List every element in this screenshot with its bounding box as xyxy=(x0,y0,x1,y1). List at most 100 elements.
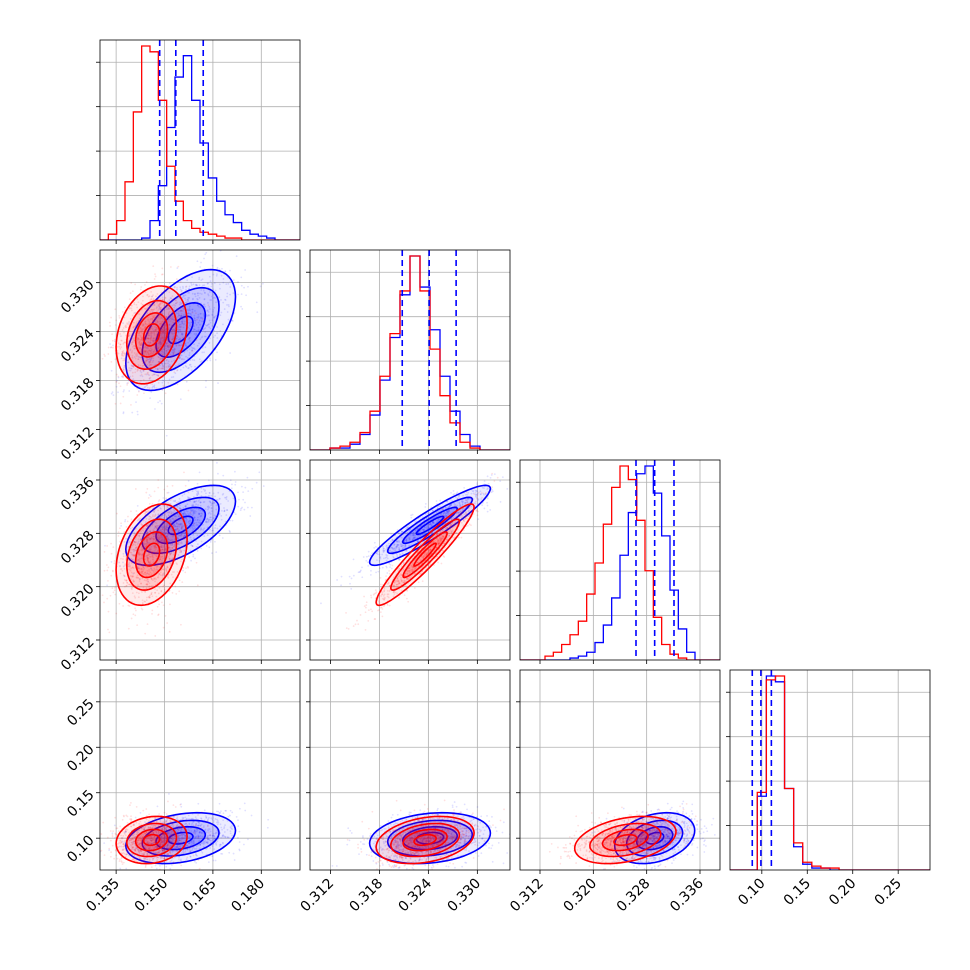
scatter-point xyxy=(433,513,435,516)
scatter-point xyxy=(148,304,151,307)
scatter-point xyxy=(400,580,403,582)
scatter-point xyxy=(385,559,388,562)
scatter-point xyxy=(144,528,147,530)
scatter-point xyxy=(152,550,155,553)
scatter-point xyxy=(227,500,230,502)
scatter-point xyxy=(139,568,142,570)
scatter-point xyxy=(379,557,382,560)
scatter-point xyxy=(455,531,458,534)
scatter-point xyxy=(149,376,152,379)
scatter-point xyxy=(138,534,141,537)
scatter-point xyxy=(162,341,164,344)
scatter-point xyxy=(148,549,151,551)
scatter-point xyxy=(169,540,172,542)
scatter-point xyxy=(426,525,428,528)
scatter-point xyxy=(156,552,158,555)
scatter-point xyxy=(158,535,160,537)
scatter-point xyxy=(214,524,217,527)
scatter-point xyxy=(400,531,403,533)
scatter-point xyxy=(157,576,160,579)
scatter-point xyxy=(164,514,167,516)
scatter-point xyxy=(196,284,198,287)
scatter-point xyxy=(184,297,186,300)
scatter-point xyxy=(150,332,153,335)
scatter-point xyxy=(150,352,152,355)
scatter-point xyxy=(175,340,177,343)
scatter-point xyxy=(150,290,153,293)
scatter-point xyxy=(386,603,389,605)
scatter-point xyxy=(427,512,429,515)
scatter-point xyxy=(173,348,176,351)
scatter-point xyxy=(185,517,187,519)
scatter-point xyxy=(165,526,168,529)
scatter-point xyxy=(106,584,109,587)
scatter-point xyxy=(448,523,451,526)
scatter-point xyxy=(146,572,149,574)
scatter-point xyxy=(146,578,149,581)
scatter-point xyxy=(176,506,179,508)
scatter-point xyxy=(206,518,209,520)
scatter-point xyxy=(211,527,214,530)
scatter-point xyxy=(465,493,467,496)
scatter-point xyxy=(375,591,378,594)
scatter-point xyxy=(137,389,140,392)
scatter-point xyxy=(166,535,168,538)
scatter-point xyxy=(399,573,402,576)
scatter-point xyxy=(521,466,523,468)
scatter-point xyxy=(499,480,502,483)
scatter-point xyxy=(371,552,374,555)
scatter-point xyxy=(137,559,140,561)
scatter-point xyxy=(191,508,194,511)
scatter-point xyxy=(162,531,165,534)
scatter-point xyxy=(189,336,191,339)
scatter-point xyxy=(376,559,378,562)
scatter-point xyxy=(140,331,143,333)
scatter-point xyxy=(152,316,155,319)
scatter-point xyxy=(134,549,137,552)
scatter-point xyxy=(206,282,209,285)
scatter-point xyxy=(202,501,205,504)
scatter-point xyxy=(153,314,156,317)
scatter-point xyxy=(182,514,184,517)
scatter-point xyxy=(92,555,94,557)
scatter-point xyxy=(462,500,465,503)
scatter-point xyxy=(150,516,153,519)
scatter-point xyxy=(427,520,429,523)
scatter-point xyxy=(154,508,156,511)
scatter-point xyxy=(199,292,201,295)
scatter-point xyxy=(146,487,149,490)
scatter-point xyxy=(136,354,139,356)
scatter-point xyxy=(169,327,172,330)
scatter-point xyxy=(467,515,470,518)
scatter-point xyxy=(141,553,143,556)
scatter-point xyxy=(203,284,206,287)
scatter-point xyxy=(137,592,140,595)
scatter-point xyxy=(137,540,140,543)
scatter-point xyxy=(166,485,169,488)
scatter-point xyxy=(167,344,169,347)
contour-line xyxy=(124,268,237,392)
scatter-point xyxy=(133,303,136,306)
scatter-point xyxy=(177,515,180,518)
scatter-point xyxy=(166,339,169,341)
scatter-point xyxy=(149,339,152,342)
scatter-point xyxy=(208,357,211,360)
scatter-point xyxy=(150,363,153,366)
scatter-point xyxy=(153,538,156,540)
scatter-point xyxy=(208,305,211,308)
scatter-point xyxy=(158,537,160,539)
scatter-point xyxy=(437,519,440,521)
scatter-point xyxy=(182,313,185,316)
scatter-point xyxy=(128,568,131,571)
scatter-point xyxy=(146,538,149,541)
scatter-point xyxy=(145,579,148,582)
scatter-point xyxy=(168,518,171,521)
scatter-point xyxy=(185,510,188,512)
scatter-point xyxy=(387,581,390,584)
scatter-point xyxy=(192,283,195,286)
panel-content xyxy=(92,461,265,637)
scatter-point xyxy=(125,354,128,357)
scatter-point xyxy=(211,293,214,296)
scatter-point xyxy=(189,517,191,519)
scatter-point xyxy=(129,565,132,568)
